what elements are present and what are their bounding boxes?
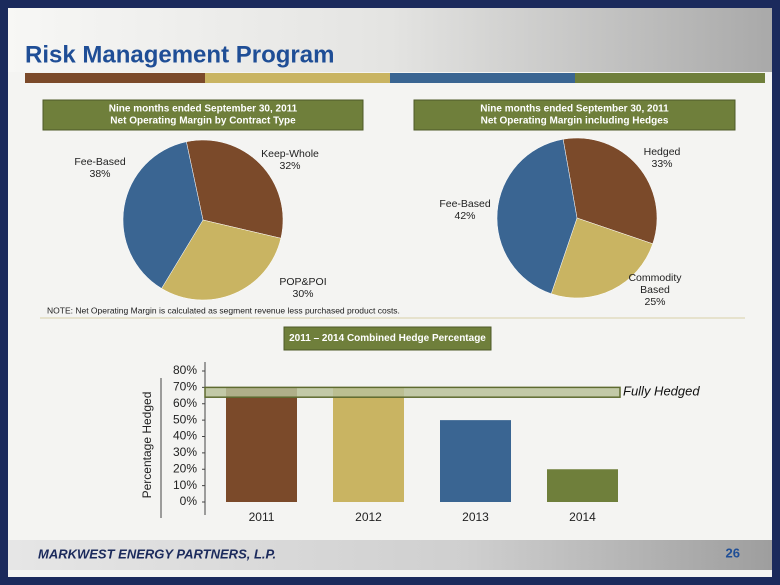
title-box bbox=[283, 326, 492, 351]
y-tick-label: 30% bbox=[173, 445, 197, 459]
bar bbox=[226, 387, 297, 502]
footer-company: MARKWEST ENERGY PARTNERS, L.P. bbox=[38, 546, 276, 561]
bar bbox=[333, 387, 404, 502]
header-bg bbox=[8, 8, 772, 72]
pie-slice bbox=[562, 137, 658, 245]
pie-label-value: 32% bbox=[279, 160, 301, 172]
x-tick-label: 2011 bbox=[249, 510, 275, 524]
chart-title: Nine months ended September 30, 2011 bbox=[109, 104, 298, 115]
title-box bbox=[42, 99, 364, 131]
strip bbox=[575, 73, 765, 83]
pie-slice bbox=[550, 217, 654, 299]
pie-label: Keep-Whole 32% bbox=[245, 148, 335, 172]
strip bbox=[25, 73, 205, 83]
pie-slice bbox=[161, 219, 282, 301]
pie-label-name: Hedged bbox=[643, 146, 681, 158]
pie-label-name: POP&POI bbox=[279, 276, 327, 288]
y-tick-label: 60% bbox=[173, 396, 197, 410]
pie-label-value: 33% bbox=[651, 158, 673, 170]
pie-label: Hedged 33% bbox=[617, 146, 707, 170]
y-axis-label: Percentage Hedged bbox=[140, 392, 154, 499]
y-tick-label: 50% bbox=[173, 412, 197, 426]
annotation-label: Fully Hedged bbox=[623, 384, 700, 399]
chart-subtitle: Net Operating Margin including Hedges bbox=[481, 116, 669, 127]
y-tick-label: 20% bbox=[173, 461, 197, 475]
footer-bg bbox=[8, 540, 772, 570]
pie-label-name: Commodity Based bbox=[628, 272, 682, 296]
pie-label-name: Fee-Based bbox=[74, 156, 126, 168]
bar bbox=[440, 420, 511, 502]
chart-title: 2011 – 2014 Combined Hedge Percentage bbox=[289, 333, 486, 344]
y-tick-label: 40% bbox=[173, 429, 197, 443]
pie-label-value: 38% bbox=[89, 168, 111, 180]
pie-slice bbox=[122, 141, 204, 289]
pie-label-name: Fee-Based bbox=[439, 198, 491, 210]
y-tick-label: 70% bbox=[173, 380, 197, 394]
y-tick-label: 10% bbox=[173, 478, 197, 492]
pie-label-value: 42% bbox=[454, 210, 476, 222]
strip bbox=[390, 73, 575, 83]
y-tick-label: 80% bbox=[173, 363, 197, 377]
strip bbox=[205, 73, 390, 83]
y-tick-label: 0% bbox=[180, 494, 198, 508]
title-box bbox=[413, 99, 736, 131]
pie-label-name: Keep-Whole bbox=[261, 148, 319, 160]
note: NOTE: Net Operating Margin is calculated… bbox=[47, 305, 400, 315]
pie-slice bbox=[186, 139, 284, 239]
pie-label-value: 25% bbox=[644, 296, 666, 308]
page-number: 26 bbox=[726, 545, 740, 560]
pie-label: Commodity Based 25% bbox=[620, 272, 690, 308]
x-tick-label: 2013 bbox=[462, 510, 489, 524]
chart-title: Nine months ended September 30, 2011 bbox=[480, 104, 669, 115]
annotation-band bbox=[204, 386, 621, 398]
pie-label: POP&POI 30% bbox=[258, 276, 348, 300]
page-title: Risk Management Program bbox=[25, 41, 334, 68]
pie-slice bbox=[496, 138, 578, 295]
chart-subtitle: Net Operating Margin by Contract Type bbox=[110, 116, 296, 127]
x-tick-label: 2014 bbox=[569, 510, 596, 524]
x-tick-label: 2012 bbox=[355, 510, 382, 524]
pie-label-value: 30% bbox=[292, 288, 314, 300]
bar bbox=[547, 469, 618, 502]
pie-label: Fee-Based 38% bbox=[55, 156, 145, 180]
pie-label: Fee-Based 42% bbox=[420, 198, 510, 222]
